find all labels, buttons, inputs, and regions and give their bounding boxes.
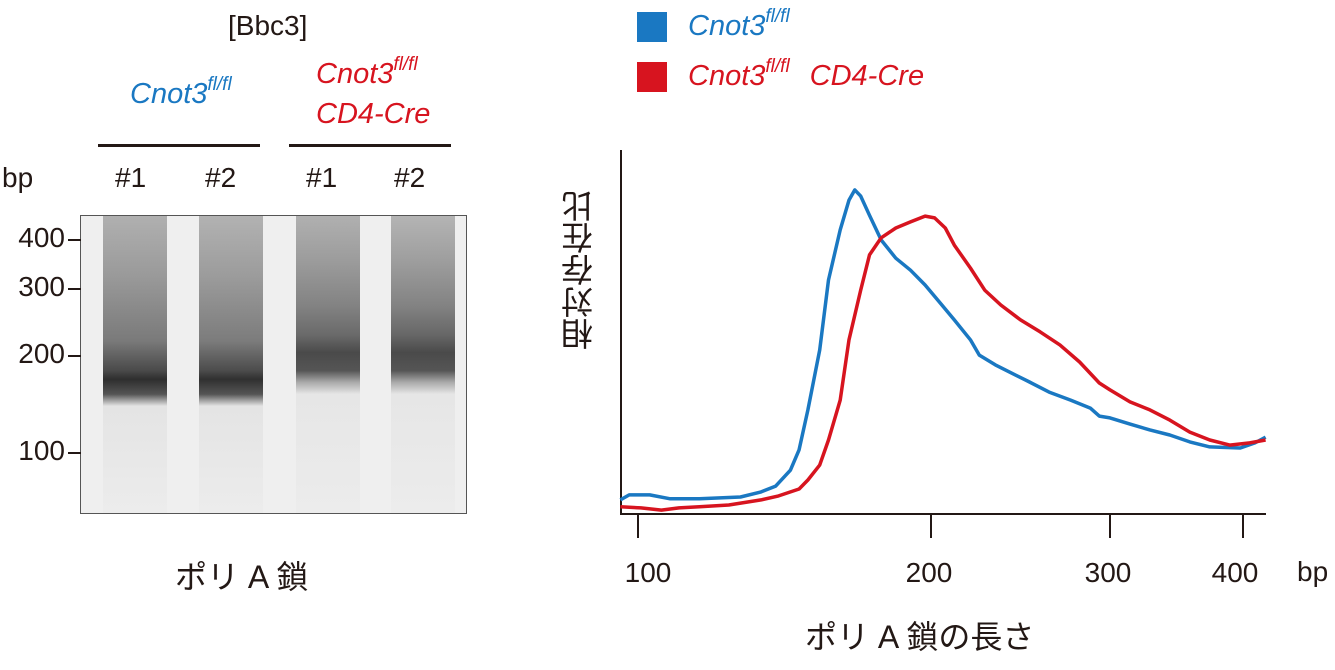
group-bracket-control [98,144,260,147]
group-label-text: Cnot3 [316,58,394,90]
legend-suffix: CD4-Cre [809,60,925,92]
x-axis-label: ポリ A 鎖の長さ [805,619,1035,655]
x-tick-label: 100 [625,557,672,588]
gel-image [80,215,467,514]
lane-label: #1 [306,162,338,193]
group-label-control: Cnot3fl/fl [130,74,232,111]
marker-label: 200 [18,338,65,369]
legend-text: Cnot3 [688,10,766,42]
marker-tick [68,288,81,290]
x-unit-label: bp [1297,556,1329,587]
gel-unit-label: bp [2,162,34,193]
gel-lane-4 [391,216,455,513]
legend-sup: fl/fl [765,6,790,27]
group-label-text: Cnot3 [130,78,208,110]
legend-sup: fl/fl [765,56,790,77]
y-axis-label: 相対存在比 [561,190,597,350]
gel-lane-3 [296,216,360,513]
x-tick-label: 300 [1085,557,1132,588]
marker-label: 300 [18,271,65,302]
marker-label: 100 [18,435,65,466]
group-bracket-cko [289,144,451,147]
legend-swatch-red [637,62,667,92]
gel-caption: ポリ A 鎖 [175,559,309,595]
series-line-cko [620,214,1266,512]
marker-label: 400 [18,222,65,253]
lane-label: #2 [394,162,426,193]
legend-item-control: Cnot3fl/fl [688,6,790,43]
marker-tick [68,239,81,241]
marker-tick [68,355,81,357]
legend-swatch-blue [637,12,667,42]
legend-text: Cnot3 [688,60,766,92]
group-label-cko: Cnot3fl/fl [316,54,418,91]
group-label-cko-cre: CD4-Cre [316,98,431,130]
lane-label: #1 [115,162,147,193]
gel-lane-1 [103,216,167,513]
legend-item-cko: Cnot3fl/fl CD4-Cre [688,56,925,93]
group-label-sup: fl/fl [393,54,418,75]
series-line-control [619,188,1267,502]
marker-tick [68,452,81,454]
group-label-sup: fl/fl [207,74,232,95]
gel-lane-2 [199,216,263,513]
x-tick-label: 400 [1212,557,1259,588]
lane-label: #2 [205,162,237,193]
x-tick-label: 200 [906,557,953,588]
gel-title: [Bbc3] [228,10,308,41]
